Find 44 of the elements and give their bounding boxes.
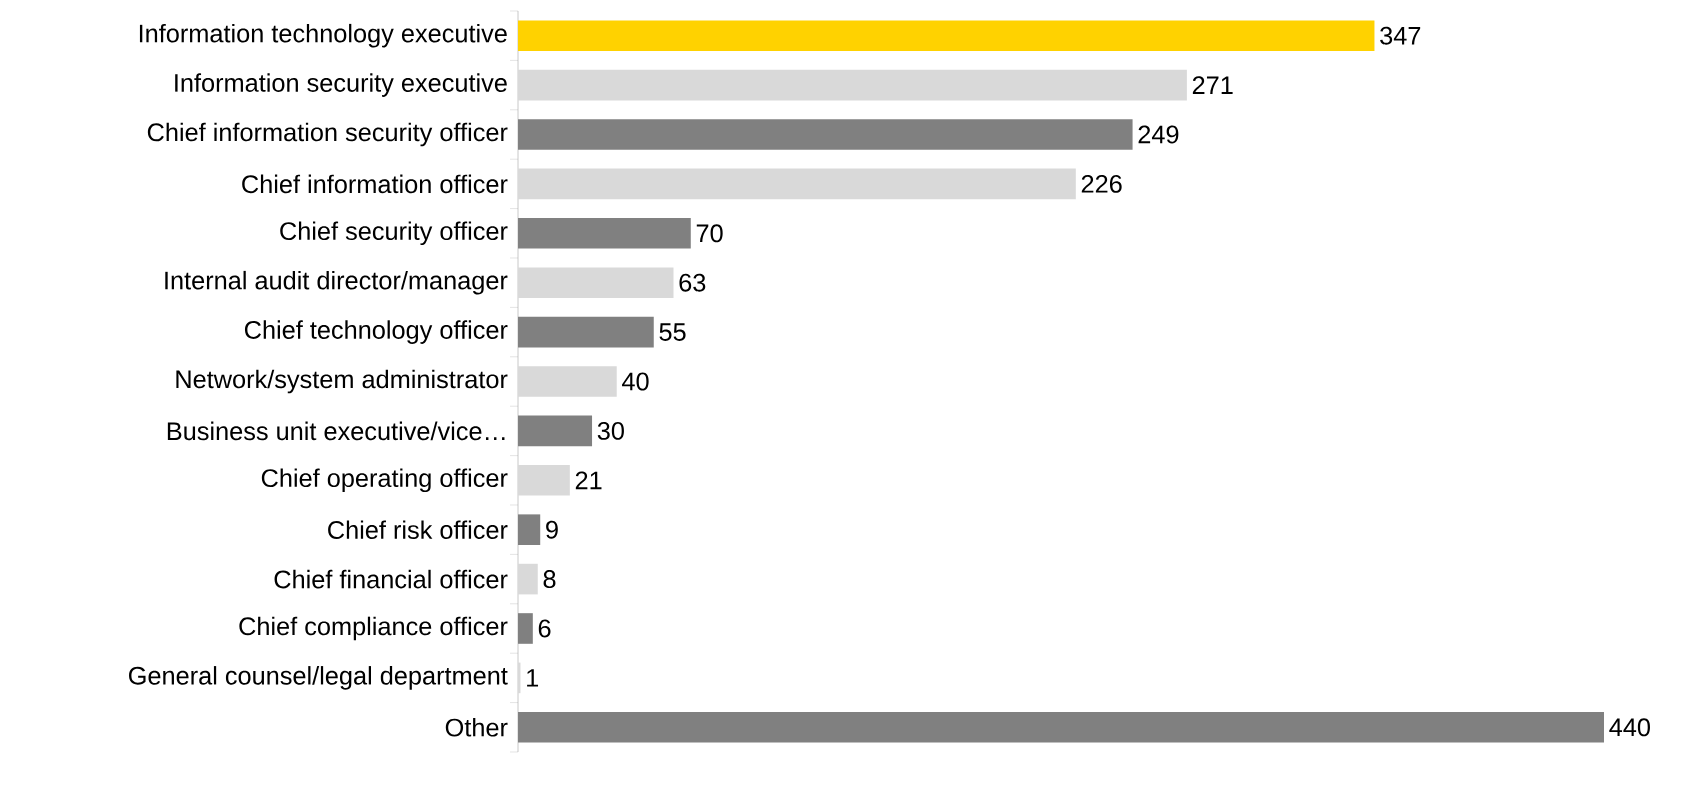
bar <box>518 20 1375 52</box>
data-label: 226 <box>1081 174 1122 193</box>
y-tick-label: Chief security officer <box>280 221 508 246</box>
bar <box>518 415 593 447</box>
data-label: 21 <box>575 471 602 490</box>
y-tick-label: Chief technology officer <box>244 320 508 344</box>
bar <box>518 563 538 595</box>
y-tick-label: Business unit executive/vice… <box>167 421 505 441</box>
data-label: 440 <box>1609 718 1650 737</box>
y-tick-label: Internal audit director/manager <box>165 270 508 295</box>
bar <box>518 464 570 496</box>
data-label: 30 <box>597 421 624 440</box>
data-label: 8 <box>543 570 556 589</box>
y-tick-label: Information technology executive <box>139 23 507 48</box>
y-tick-label: Network/system administrator <box>176 369 508 394</box>
data-label: 55 <box>659 323 686 341</box>
bar <box>518 316 654 348</box>
bar <box>518 267 674 299</box>
y-tick-label: Other <box>445 717 508 737</box>
y-tick-label: Chief risk officer <box>328 520 508 539</box>
y-tick-label: Chief compliance officer <box>239 616 508 641</box>
y-tick-label: Chief operating officer <box>261 468 508 493</box>
bar <box>518 119 1133 150</box>
data-label: 347 <box>1380 26 1421 45</box>
y-tick-label: Chief information officer <box>242 174 508 194</box>
data-label: 9 <box>546 520 558 539</box>
data-label: 70 <box>696 224 723 243</box>
bar <box>518 69 1187 101</box>
data-label: 1 <box>527 669 539 687</box>
bar <box>518 217 691 249</box>
y-tick-label: Chief information security officer <box>147 122 508 147</box>
data-label: 6 <box>538 619 551 638</box>
y-tick-label: Chief financial officer <box>274 569 508 589</box>
data-label: 249 <box>1138 125 1179 144</box>
bar <box>518 514 541 546</box>
data-label: 40 <box>622 372 649 391</box>
y-tick-label: Information security executive <box>175 73 507 97</box>
bar <box>518 711 1604 743</box>
bar <box>518 613 533 644</box>
bar <box>518 366 617 397</box>
bar <box>518 168 1076 200</box>
data-label: 271 <box>1192 76 1233 94</box>
data-label: 63 <box>679 273 706 292</box>
y-tick-label: General counsel/legal department <box>129 666 508 690</box>
